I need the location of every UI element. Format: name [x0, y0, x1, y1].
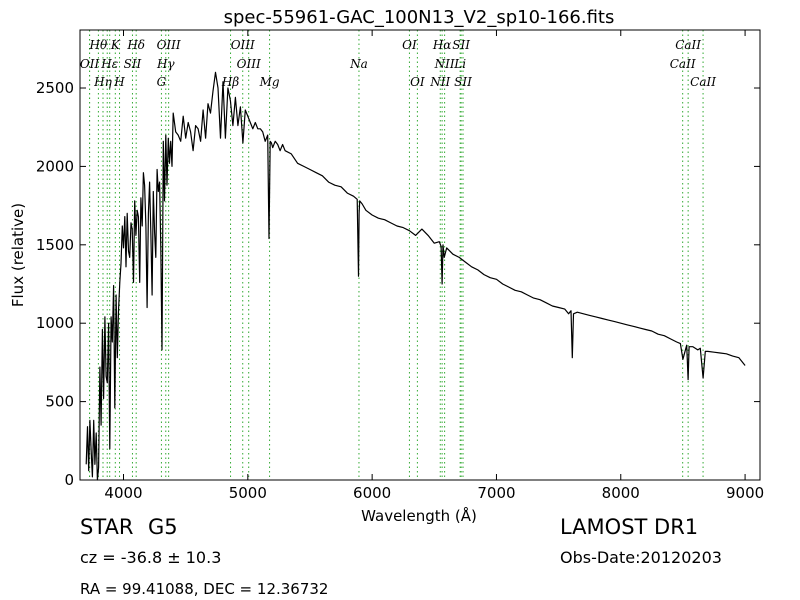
- x-axis-label: Wavelength (Å): [361, 506, 477, 525]
- x-tick-label: 8000: [602, 484, 640, 502]
- line-marker-label: Mg: [259, 75, 280, 89]
- line-marker-label: Hη: [93, 75, 112, 89]
- line-marker-label: Hδ: [126, 38, 145, 52]
- y-axis-ticks: 0 500 1000 1500 2000 2500: [36, 79, 760, 489]
- y-tick-label: 1500: [36, 236, 74, 254]
- line-marker-label: OII: [80, 57, 100, 71]
- x-tick-label: 5000: [229, 484, 267, 502]
- observation-date: Obs-Date:20120203: [560, 548, 722, 567]
- y-axis-label: Flux (relative): [9, 203, 27, 307]
- sky-coordinates: RA = 99.41088, DEC = 12.36732: [80, 580, 329, 598]
- y-tick-label: 2500: [36, 79, 74, 97]
- plot-frame: [79, 29, 761, 481]
- y-tick-label: 2000: [36, 157, 74, 175]
- line-marker-label: CaII: [675, 38, 701, 52]
- subclass: G5: [148, 515, 178, 539]
- line-marker-label: H: [113, 75, 125, 89]
- line-marker-label: SII: [452, 38, 470, 52]
- line-marker-label: G: [157, 75, 167, 89]
- y-tick-label: 0: [64, 471, 74, 489]
- line-marker-label: SII: [454, 75, 472, 89]
- x-tick-label: 7000: [477, 484, 515, 502]
- chart-title: spec-55961-GAC_100N13_V2_sp10-166.fits: [224, 7, 615, 28]
- line-marker-label: Hθ: [89, 38, 108, 52]
- spectrum-line: [85, 71, 746, 481]
- x-axis-ticks: 4000 5000 6000 7000 8000 9000: [104, 30, 764, 502]
- emission-line-markers: [89, 30, 704, 480]
- line-marker-label: K: [110, 38, 121, 52]
- object-class: STAR: [80, 515, 134, 539]
- y-tick-label: 1000: [36, 314, 74, 332]
- line-marker-label: NII: [429, 75, 450, 89]
- line-marker-label: OIII: [237, 57, 261, 71]
- line-marker-label: OIII: [231, 38, 255, 52]
- line-marker-label: Na: [349, 57, 368, 71]
- line-marker-label: OI: [410, 75, 425, 89]
- line-marker-label: OI: [402, 38, 417, 52]
- x-tick-label: 9000: [726, 484, 764, 502]
- line-marker-label: SII: [124, 57, 142, 71]
- line-marker-label: Hα: [432, 38, 452, 52]
- line-marker-label: Hγ: [156, 57, 175, 71]
- line-marker-label: NII: [434, 57, 455, 71]
- x-tick-label: 4000: [104, 484, 142, 502]
- line-marker-label: CaII: [690, 75, 716, 89]
- line-marker-label: Li: [453, 57, 466, 71]
- line-marker-label: CaII: [670, 57, 696, 71]
- emission-line-labels: OII Hθ Hη K Hε H SII Hδ OIII Hγ G OIII OIII Hβ Mg Na OI O…: [80, 38, 716, 89]
- redshift-cz: cz = -36.8 ± 10.3: [80, 548, 222, 567]
- line-marker-label: Hε: [100, 57, 118, 71]
- line-marker-label: OIII: [157, 38, 181, 52]
- line-marker-label: Hβ: [221, 75, 239, 89]
- survey-name: LAMOST DR1: [560, 515, 699, 539]
- x-tick-label: 6000: [353, 484, 391, 502]
- y-tick-label: 500: [45, 393, 74, 411]
